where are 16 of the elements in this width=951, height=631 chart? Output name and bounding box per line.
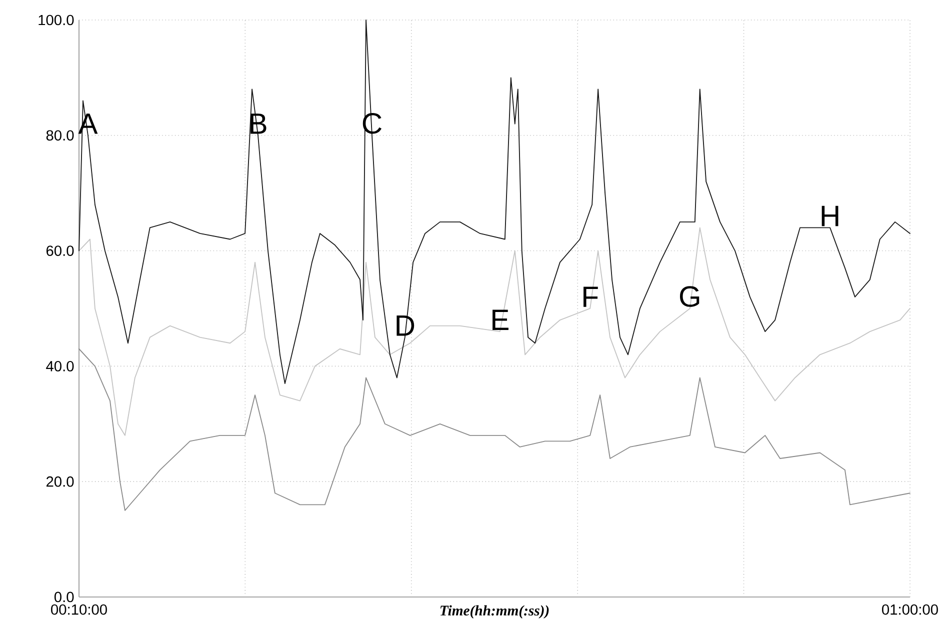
- y-tick-label: 100.0: [38, 14, 74, 26]
- y-tick-label: 80.0: [46, 130, 74, 141]
- y-tick-label: 0.0: [54, 592, 74, 602]
- y-tick-label: 40.0: [46, 361, 74, 372]
- y-tick-label: 60.0: [46, 246, 74, 256]
- x-tick-label: 00:10:00: [51, 604, 107, 615]
- x-tick-label: 01:00:00: [882, 604, 938, 615]
- line-series: [78, 20, 910, 384]
- y-tick-label: 20.0: [46, 476, 74, 487]
- annotation: H: [822, 206, 838, 226]
- x-axis-title: Time(hh:mm(:ss)): [440, 605, 549, 619]
- annotation: E: [492, 310, 508, 330]
- annotation: F: [584, 286, 598, 307]
- line-series: [78, 348, 910, 511]
- annotation: G: [680, 286, 700, 307]
- line-series: [78, 227, 910, 436]
